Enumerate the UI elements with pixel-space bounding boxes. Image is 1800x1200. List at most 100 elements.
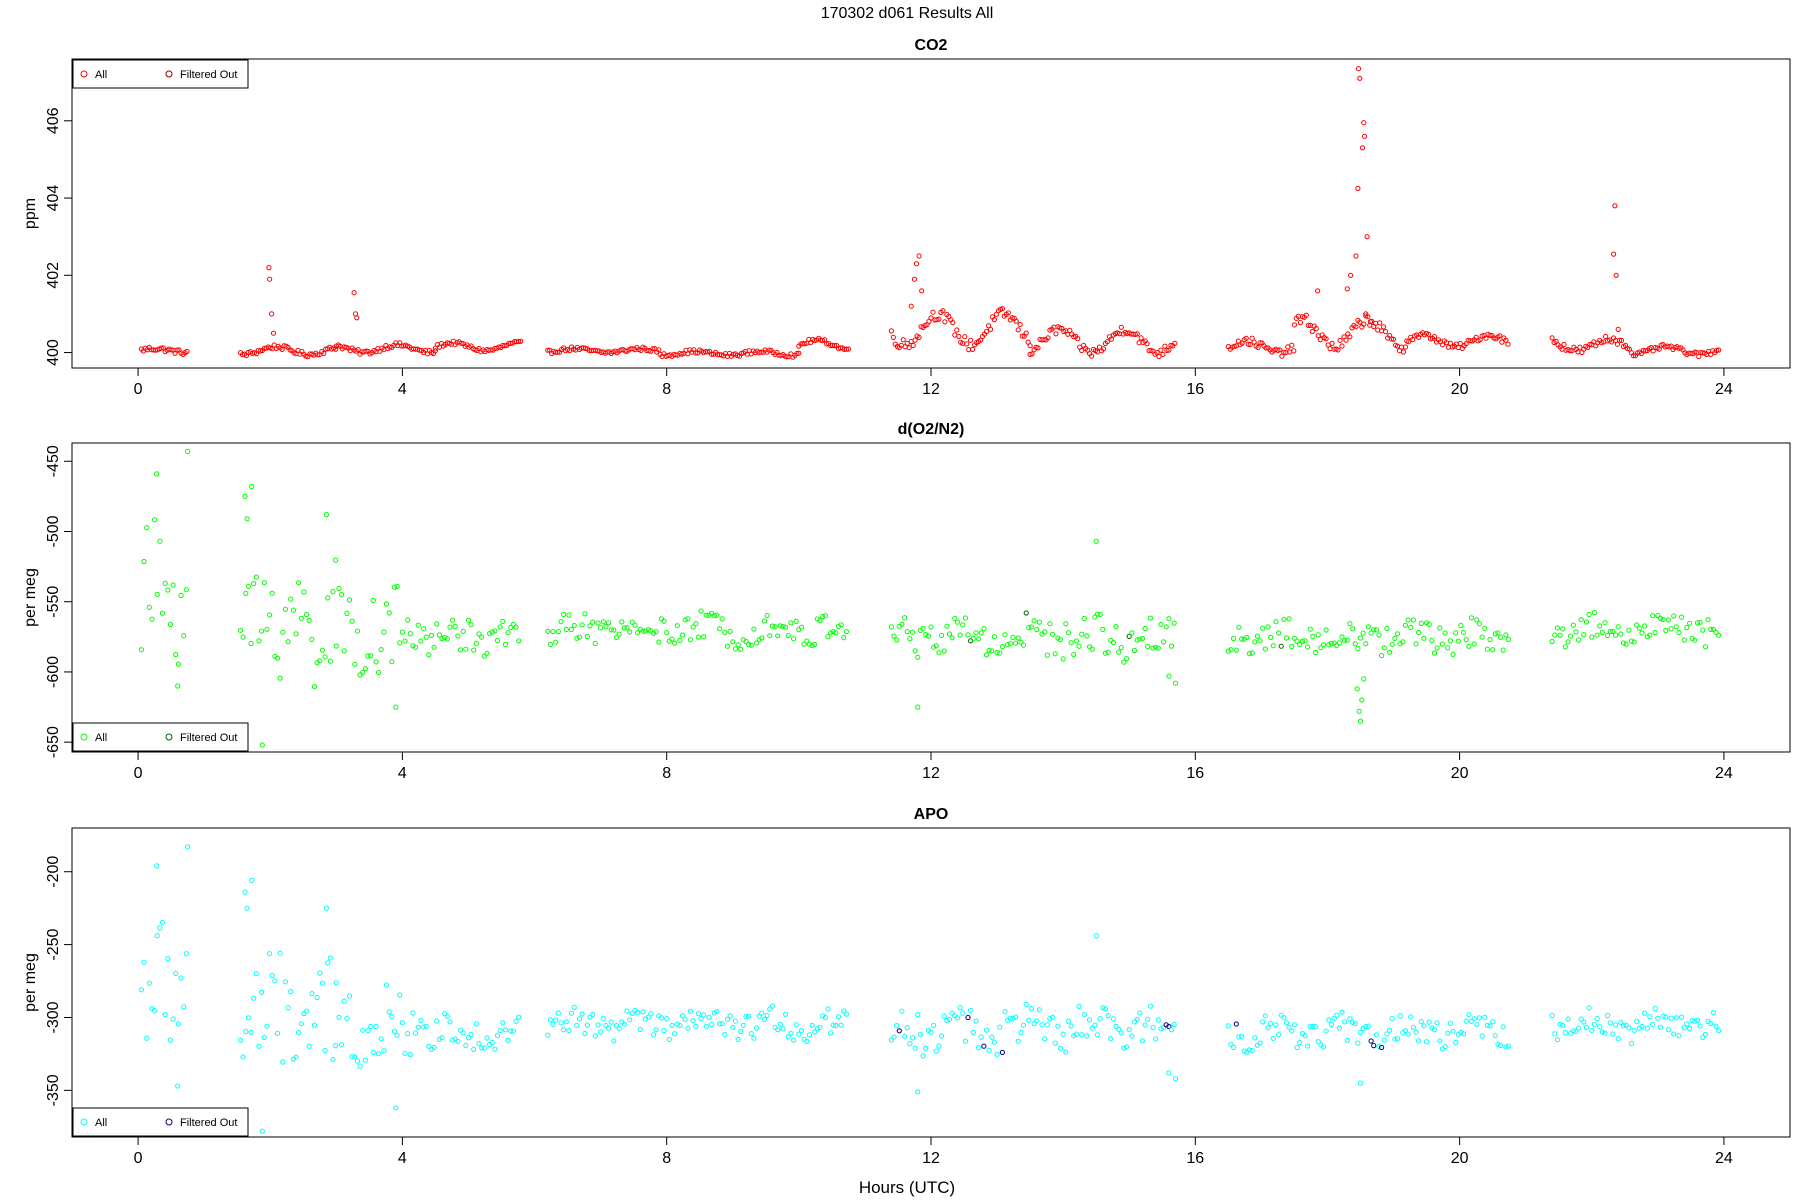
data-point: [373, 659, 379, 665]
data-point: [791, 636, 797, 642]
data-point: [1371, 627, 1377, 633]
data-point: [911, 276, 918, 282]
data-point: [362, 666, 368, 672]
data-point: [492, 628, 498, 634]
data-point: [994, 649, 1000, 656]
data-point: [154, 591, 160, 598]
data-point: [418, 638, 424, 644]
data-point: [923, 1045, 929, 1052]
data-point: [1305, 1043, 1311, 1049]
legend-entry: Filtered Out: [180, 1117, 237, 1129]
data-point: [1034, 1018, 1040, 1024]
data-point: [640, 1009, 646, 1015]
data-point: [835, 1014, 842, 1020]
data-point: [1323, 336, 1329, 342]
data-point: [666, 1036, 672, 1043]
data-point: [1144, 341, 1150, 347]
data-point: [473, 640, 479, 646]
data-point: [357, 672, 363, 678]
data-point: [983, 328, 990, 335]
data-point: [1339, 634, 1345, 640]
data-point: [1591, 610, 1598, 616]
data-point: [942, 319, 948, 325]
data-point: [843, 346, 850, 352]
x-tick-label: 12: [922, 765, 940, 782]
data-point: [1634, 1018, 1640, 1024]
data-point: [1277, 347, 1283, 353]
data-point: [791, 1037, 797, 1043]
data-point: [1612, 203, 1618, 209]
data-point: [154, 933, 160, 939]
data-point: [994, 1051, 1000, 1057]
data-point: [1102, 650, 1109, 656]
data-point: [1265, 624, 1271, 630]
data-point: [376, 1051, 382, 1057]
data-point: [288, 596, 294, 602]
data-point: [957, 1005, 963, 1011]
x-axis-label: Hours (UTC): [859, 1178, 955, 1197]
data-point: [1249, 650, 1255, 656]
data-point: [709, 351, 715, 357]
data-point: [970, 1029, 976, 1036]
data-point: [595, 620, 601, 626]
data-point: [1139, 1038, 1146, 1044]
data-point: [1289, 1028, 1295, 1034]
data-point: [296, 1030, 302, 1036]
data-point: [637, 1026, 643, 1033]
data-point: [1171, 620, 1177, 626]
data-point: [595, 1022, 601, 1028]
data-point: [1245, 341, 1251, 347]
data-point: [545, 1032, 551, 1038]
data-point: [758, 349, 764, 355]
data-point: [1613, 1022, 1619, 1028]
data-point: [1105, 1013, 1111, 1019]
data-point: [1602, 1030, 1608, 1036]
data-point: [1402, 344, 1409, 350]
data-point: [1474, 617, 1480, 623]
data-point: [1652, 629, 1658, 636]
data-point: [1063, 1049, 1069, 1055]
data-point: [1089, 353, 1095, 359]
data-point: [1568, 633, 1574, 639]
data-point: [458, 340, 464, 346]
data-point: [968, 1007, 974, 1014]
data-point: [1352, 1021, 1358, 1027]
data-point: [1450, 651, 1456, 658]
x-tick-label: 24: [1715, 765, 1733, 782]
data-point: [272, 978, 278, 984]
data-point: [1094, 1032, 1101, 1038]
data-point: [1097, 1016, 1103, 1022]
data-point: [1426, 331, 1432, 337]
data-point: [1339, 343, 1345, 349]
data-point: [1687, 1025, 1693, 1032]
data-point: [605, 620, 612, 626]
data-point: [354, 628, 361, 634]
data-point: [175, 1083, 181, 1089]
data-point: [1618, 631, 1624, 637]
data-point: [146, 604, 152, 610]
data-point: [1260, 1019, 1266, 1025]
data-point: [1334, 1012, 1340, 1018]
data-point: [783, 1011, 789, 1017]
data-point: [1458, 622, 1464, 629]
data-point: [1364, 234, 1370, 240]
data-point: [785, 1034, 791, 1040]
data-point: [1166, 673, 1172, 679]
data-point: [1628, 1040, 1635, 1047]
data-point: [672, 1031, 678, 1037]
data-point: [999, 306, 1006, 312]
data-point: [695, 634, 702, 640]
data-point: [1631, 1027, 1637, 1033]
data-point: [457, 647, 464, 653]
data-point: [764, 612, 770, 619]
data-point: [798, 1028, 805, 1034]
data-point: [158, 345, 164, 351]
data-point: [1228, 1041, 1234, 1047]
data-point: [748, 642, 754, 648]
data-point: [1560, 1022, 1566, 1028]
data-point: [976, 636, 982, 642]
data-point: [909, 1035, 916, 1041]
data-point: [1605, 1012, 1611, 1019]
data-point: [1700, 627, 1706, 633]
data-point: [1342, 638, 1348, 644]
